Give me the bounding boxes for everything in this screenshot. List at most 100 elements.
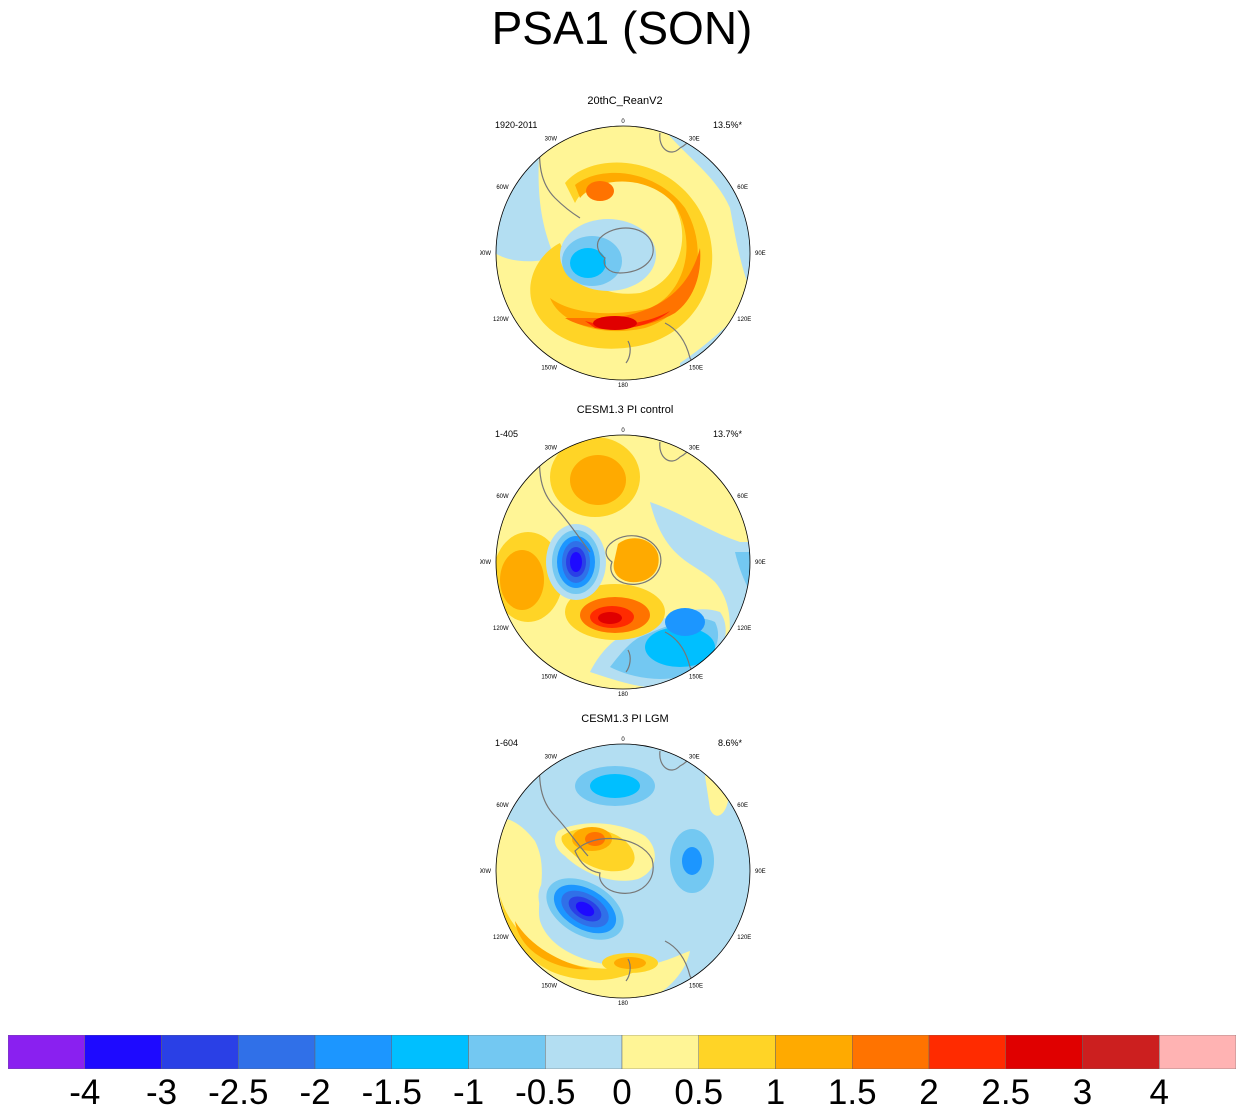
colorbar-label: -1 (452, 1073, 485, 1112)
coastline (625, 340, 631, 364)
longitude-label: 120W (493, 317, 509, 323)
longitude-label: 60W (496, 185, 509, 191)
colorbar-label: -1.5 (361, 1073, 422, 1112)
longitude-label: 180 (618, 692, 629, 698)
longitude-label: 120E (737, 317, 751, 323)
colorbar-swatch (84, 1035, 162, 1069)
longitude-label: 60E (737, 494, 748, 500)
longitude-label: 60E (737, 803, 748, 809)
colorbar-label: -3 (145, 1073, 178, 1112)
map-border (495, 125, 751, 381)
coastline (625, 958, 631, 982)
neg-region (645, 627, 715, 667)
longitude-labels: 0 30E 60E 90E 120E 150E 180 150W 120W 90W 60W 30W (480, 737, 766, 1007)
longitude-labels: 0 30E 60E 90E 120E 150E 180 150W 120W 90W 60W 30W (480, 428, 766, 698)
pos-region (613, 538, 659, 583)
variance-label: 13.5%* (712, 120, 742, 130)
longitude-label: 0 (621, 737, 625, 743)
colorbar-label: -2.5 (208, 1073, 269, 1112)
colorbar-label: 0.5 (674, 1073, 724, 1112)
longitude-label: 30E (689, 137, 700, 143)
coastline (596, 227, 654, 274)
longitude-label: 150E (689, 674, 703, 680)
longitude-label: 30W (545, 755, 558, 761)
colorbar-swatch (698, 1035, 776, 1069)
map-border (495, 434, 751, 690)
neg-region (682, 847, 702, 875)
colorbar-swatch (468, 1035, 546, 1069)
polar-map: 0 30E 60E 90E 120E 150E 180 150W 120W 90W 60W 30W (480, 428, 766, 698)
map-panel-reanalysis: 20thC_ReanV2 1920-2011 13.5%* (480, 95, 770, 395)
pos-region (585, 832, 605, 846)
colorbar-label: 0 (612, 1073, 632, 1112)
colorbar-label: 2.5 (981, 1073, 1031, 1112)
longitude-label: 60W (496, 803, 509, 809)
colorbar-swatch (1159, 1035, 1236, 1069)
longitude-label: 150E (689, 983, 703, 989)
colorbar-swatch (545, 1035, 623, 1069)
pos-region (500, 550, 544, 610)
colorbar-swatch (621, 1035, 699, 1069)
longitude-label: 90W (480, 560, 491, 566)
variance-label: 8.6%* (717, 738, 742, 748)
pos-region (565, 248, 701, 329)
panel-title: CESM1.3 PI LGM (581, 713, 669, 725)
coastline (574, 837, 654, 894)
variance-label: 13.7%* (712, 429, 742, 439)
colorbar-label: 4 (1149, 1073, 1169, 1112)
coastline (625, 649, 631, 673)
longitude-label: 90W (480, 251, 491, 257)
pos-region (500, 896, 650, 981)
pos-region (550, 172, 698, 332)
colorbar-label: 1 (765, 1073, 786, 1112)
colorbar-swatch (775, 1035, 853, 1069)
period-label: 1-604 (495, 738, 519, 748)
longitude-label: 90E (755, 251, 766, 257)
map-panel-lgm: CESM1.3 PI LGM 1-604 8.6%* (480, 713, 770, 1013)
colorbar-swatch (8, 1035, 85, 1069)
longitude-label: 90E (755, 560, 766, 566)
longitude-label: 150W (541, 365, 557, 371)
longitude-label: 30E (689, 446, 700, 452)
longitude-label: 150W (541, 983, 557, 989)
longitude-label: 120W (493, 935, 509, 941)
colorbar-label: 1.5 (827, 1073, 877, 1112)
neg-region (665, 608, 705, 636)
pos-region (515, 921, 590, 970)
longitude-label: 120E (737, 626, 751, 632)
longitude-labels: 0 30E 60E 90E 120E 150E 180 150W 120W 90W 60W 30W (480, 119, 766, 389)
colorbar-swatch (852, 1035, 930, 1069)
colorbar-swatch (314, 1035, 392, 1069)
longitude-label: 150W (541, 674, 557, 680)
colorbar-swatch (238, 1035, 316, 1069)
panel-title: 20thC_ReanV2 (587, 95, 663, 107)
pos-region (586, 181, 614, 201)
panel-title: CESM1.3 PI control (576, 404, 674, 416)
colorbar-label: 3 (1072, 1073, 1093, 1112)
colorbar-label: -2 (299, 1073, 331, 1112)
longitude-label: 90E (755, 869, 766, 875)
longitude-label: 180 (618, 1001, 629, 1007)
pos-region (593, 316, 637, 330)
longitude-label: 60E (737, 185, 748, 191)
period-label: 1-405 (495, 429, 519, 439)
pos-region (598, 612, 622, 624)
longitude-label: 0 (621, 119, 625, 125)
longitude-label: 60W (496, 494, 509, 500)
longitude-label: 120E (737, 935, 751, 941)
longitude-label: 150E (689, 365, 703, 371)
colorbar-label: 2 (919, 1073, 939, 1112)
page-title: PSA1 (SON) (491, 2, 753, 54)
coastline (605, 535, 662, 585)
longitude-label: 30W (545, 446, 558, 452)
neg-region (570, 552, 582, 572)
colorbar-swatch (161, 1035, 239, 1069)
map-border (495, 743, 751, 999)
colorbar-swatch (928, 1035, 1006, 1069)
colorbar-swatch (1005, 1035, 1083, 1069)
longitude-label: 120W (493, 626, 509, 632)
map-panel-control: CESM1.3 PI control 1-405 13.7%* (480, 404, 770, 704)
polar-map: 0 30E 60E 90E 120E 150E 180 150W 120W 90W 60W 30W (480, 737, 766, 1007)
colorbar-label: -0.5 (515, 1073, 576, 1112)
neg-region (570, 248, 606, 278)
